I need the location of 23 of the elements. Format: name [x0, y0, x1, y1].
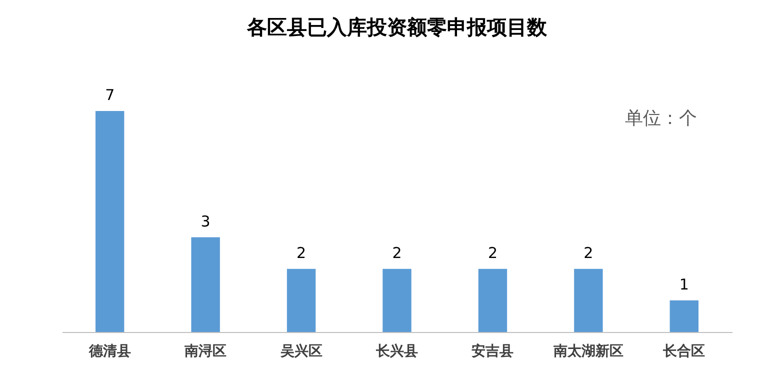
x-tick-label: 吴兴区: [279, 342, 322, 360]
bar: [670, 300, 698, 332]
bar: [286, 268, 316, 332]
data-label: 7: [105, 86, 115, 104]
data-label: 2: [392, 244, 402, 262]
data-label: 2: [296, 244, 306, 262]
x-tick-label: 长合区: [662, 344, 706, 360]
x-tick-label: 德清县: [88, 344, 131, 360]
bar: [191, 237, 220, 332]
bar: [96, 111, 124, 332]
x-tick-label: 长兴县: [375, 342, 418, 360]
data-label: 2: [584, 244, 594, 262]
chart-title: 各区县已入库投资额零申报项目数: [246, 15, 548, 39]
annotation: 单位：个: [625, 108, 697, 129]
bar: [574, 268, 603, 332]
x-tick-label: 南太湖新区: [552, 342, 624, 360]
data-label: 2: [488, 244, 498, 262]
bar: [478, 268, 508, 332]
data-label: 1: [679, 275, 689, 294]
x-tick-label: 南浔区: [184, 344, 227, 360]
x-tick-label: 安吉县: [472, 342, 514, 360]
data-label: 3: [200, 212, 210, 230]
bar: [382, 268, 412, 332]
